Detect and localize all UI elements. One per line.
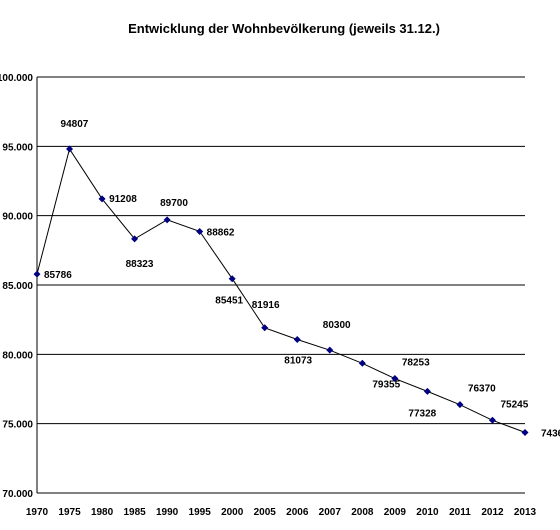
data-label: 91208	[109, 194, 137, 205]
y-tick-label: 70.000	[2, 489, 33, 500]
x-tick-label: 1990	[156, 507, 179, 518]
y-tick-label: 80.000	[2, 350, 33, 361]
series-polyline	[36, 147, 526, 433]
x-tick-label: 1995	[189, 507, 212, 518]
x-tick-label: 1970	[26, 507, 49, 518]
data-point	[261, 324, 269, 332]
x-tick-label: 1980	[91, 507, 114, 518]
data-label: 88323	[126, 259, 154, 270]
x-tick-label: 2010	[416, 507, 439, 518]
data-point	[521, 428, 529, 436]
y-axis-tick-labels: 70.000 75.000 80.000 85.000 90.000 95.000 100.…	[0, 73, 33, 500]
data-point	[131, 235, 139, 243]
data-point	[326, 346, 334, 354]
chart-title: Entwicklung der Wohnbevölkerung (jeweils…	[128, 21, 440, 36]
data-point	[391, 375, 399, 383]
data-label: 89700	[160, 198, 188, 209]
data-point	[488, 416, 496, 424]
x-tick-label: 2006	[286, 507, 309, 518]
x-tick-label: 2007	[319, 507, 342, 518]
x-tick-label: 2005	[254, 507, 277, 518]
data-label: 75245	[500, 399, 528, 410]
data-point	[228, 275, 236, 283]
data-point	[293, 335, 301, 343]
data-point	[66, 145, 74, 153]
data-label: 88862	[207, 227, 235, 238]
data-labels: 85786 94807 91208 88323 89700 88862 85451 81916…	[44, 119, 560, 439]
data-label: 74367	[541, 428, 560, 439]
data-label: 80300	[323, 320, 351, 331]
data-point	[423, 387, 431, 395]
x-tick-label: 2012	[481, 507, 504, 518]
data-label: 77328	[408, 408, 436, 419]
data-point	[456, 401, 464, 409]
x-tick-label: 2008	[351, 507, 374, 518]
y-tick-label: 90.000	[2, 212, 33, 223]
x-tick-label: 1975	[58, 507, 81, 518]
data-point	[196, 227, 204, 235]
series-line	[36, 147, 526, 433]
x-tick-label: 2009	[384, 507, 407, 518]
y-tick-label: 100.000	[0, 73, 33, 84]
data-point	[33, 270, 41, 278]
gridlines	[36, 76, 525, 494]
x-axis-tick-labels: 1970 1975 1980 1985 1990 1995 2000 2005 2006 2007…	[26, 507, 537, 518]
data-label: 81073	[284, 355, 312, 366]
data-label: 94807	[61, 119, 89, 130]
data-label: 79355	[372, 379, 400, 390]
y-tick-label: 75.000	[2, 420, 33, 431]
data-markers	[33, 145, 529, 436]
data-label: 85451	[215, 296, 243, 307]
x-tick-label: 2000	[221, 507, 244, 518]
data-label: 76370	[468, 384, 496, 395]
x-tick-label: 2011	[449, 507, 471, 518]
x-tick-label: 2013	[514, 507, 537, 518]
data-point	[163, 216, 171, 224]
data-label: 81916	[252, 300, 280, 311]
data-point	[98, 195, 106, 203]
data-label: 78253	[402, 358, 430, 369]
y-tick-label: 85.000	[2, 281, 33, 292]
y-tick-label: 95.000	[2, 142, 33, 153]
data-point	[358, 359, 366, 367]
x-tick-label: 1985	[123, 507, 146, 518]
data-label: 85786	[44, 270, 72, 281]
